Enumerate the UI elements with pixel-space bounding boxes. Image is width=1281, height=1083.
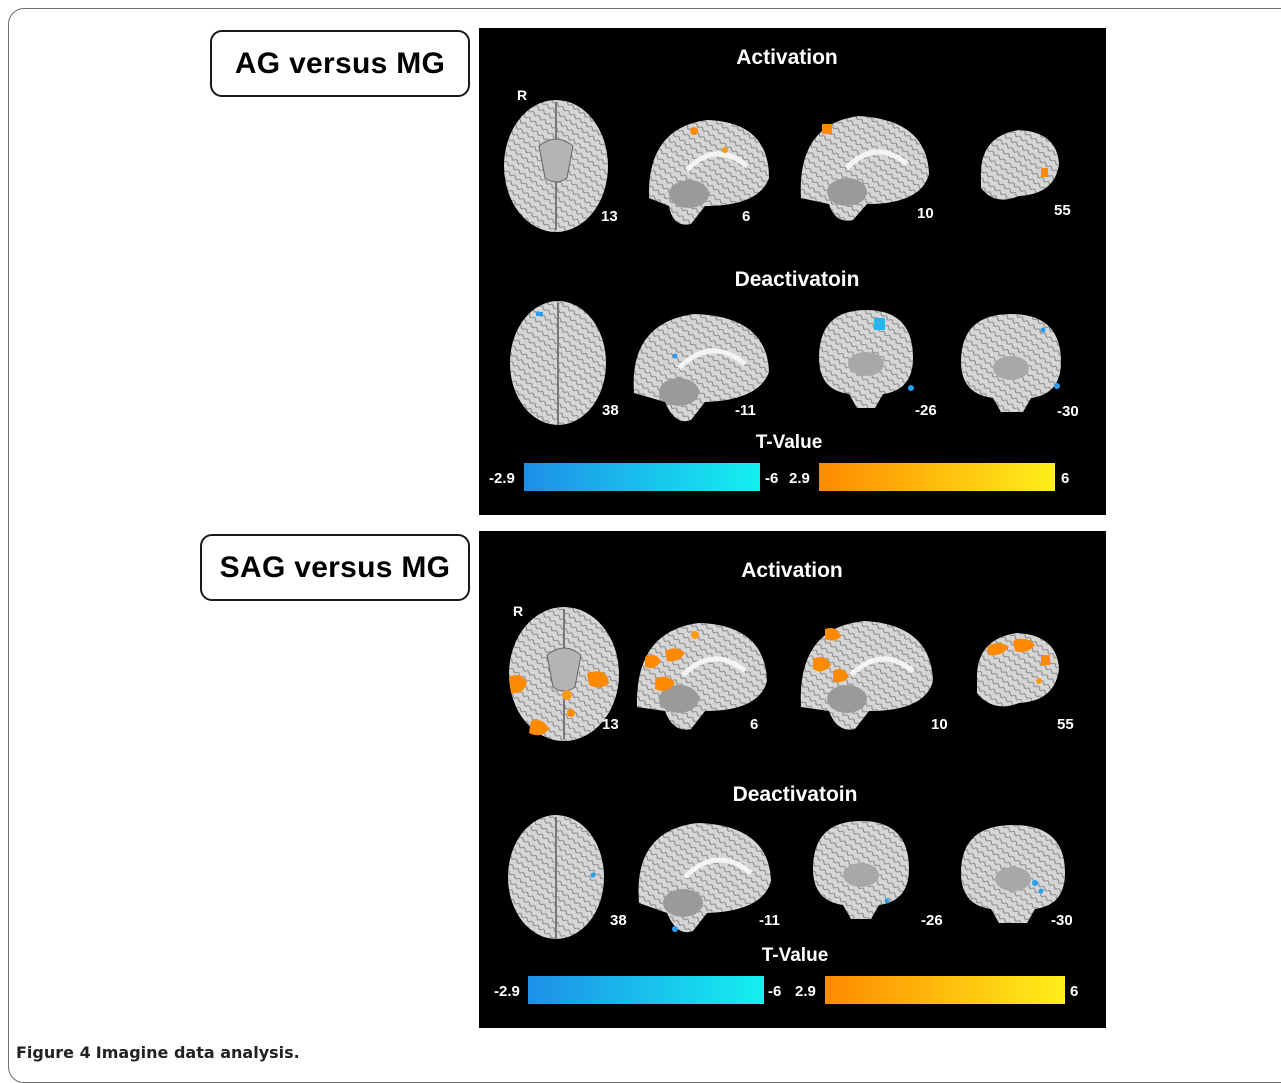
- brain-panel-sag-vs-mg: Activation R 13 6: [479, 531, 1106, 1028]
- activation-cluster: [833, 669, 849, 683]
- activation-cluster: [665, 648, 685, 662]
- slice-number: -30: [1057, 403, 1079, 420]
- activation-cluster: [567, 709, 575, 717]
- negative-max-label: -6: [768, 983, 781, 1000]
- axial-slice: [510, 301, 606, 425]
- activation-cluster: [987, 643, 1009, 656]
- colorbar-title: T-Value: [756, 432, 823, 453]
- sagittal-slice: [980, 130, 1059, 200]
- panel-svg: Activation R 13 6 10 55: [489, 46, 1079, 491]
- deactivation-cluster: [908, 385, 914, 391]
- axial-slice: [508, 815, 604, 939]
- activation-cluster: [722, 147, 728, 153]
- deactivation-cluster: [884, 898, 890, 904]
- deactivation-cluster: [590, 872, 596, 878]
- deactivation-cluster: [1040, 327, 1046, 333]
- deactivation-cluster: [536, 312, 543, 316]
- deactivation-cluster: [1054, 383, 1060, 389]
- slice-number: 55: [1054, 202, 1071, 219]
- activation-title: Activation: [736, 46, 838, 69]
- slice-number: 38: [602, 402, 619, 419]
- sagittal-slice: [800, 621, 933, 730]
- activation-cluster: [813, 657, 831, 672]
- coronal-slice: [961, 825, 1065, 923]
- slice-number: 55: [1057, 716, 1074, 733]
- negative-min-label: -2.9: [489, 470, 515, 487]
- slice-number: 38: [610, 912, 627, 929]
- group-label-sag-vs-mg: SAG versus MG: [200, 534, 470, 601]
- colorbar-title: T-Value: [762, 945, 829, 966]
- deactivation-cluster: [1032, 880, 1038, 886]
- axial-slice: [509, 607, 619, 741]
- activation-cluster: [509, 675, 527, 694]
- activation-cluster: [562, 690, 572, 700]
- slice-number: 10: [931, 716, 948, 733]
- deactivation-title: Deactivatoin: [735, 268, 860, 291]
- positive-min-label: 2.9: [795, 983, 816, 1000]
- activation-title: Activation: [741, 559, 843, 582]
- coronal-slice: [961, 314, 1061, 412]
- negative-min-label: -2.9: [494, 983, 520, 1000]
- activation-cluster: [1036, 678, 1042, 684]
- sagittal-slice: [633, 314, 769, 422]
- brain-panel-ag-vs-mg: Activation R 13 6 10 55: [479, 28, 1106, 515]
- slice-number: -11: [759, 912, 780, 929]
- panel-svg: Activation R 13 6: [494, 559, 1078, 1004]
- activation-cluster: [645, 654, 661, 669]
- negative-colorbar: [528, 976, 764, 1004]
- activation-cluster: [1041, 168, 1048, 177]
- activation-cluster: [529, 720, 549, 736]
- activation-cluster: [1041, 655, 1050, 665]
- activation-cluster: [691, 631, 699, 639]
- slice-number: -26: [921, 912, 943, 929]
- negative-max-label: -6: [765, 470, 778, 487]
- activation-cluster: [1013, 638, 1035, 653]
- deactivation-cluster: [672, 353, 678, 359]
- slice-number: 10: [917, 205, 934, 222]
- deactivation-cluster: [1038, 888, 1044, 894]
- slice-number: 13: [602, 716, 619, 733]
- positive-max-label: 6: [1070, 983, 1078, 1000]
- axial-slice: [504, 100, 608, 232]
- orientation-label: R: [517, 87, 527, 103]
- figure-number: Figure 4: [16, 1043, 91, 1062]
- sagittal-slice: [800, 116, 929, 221]
- group-label-ag-vs-mg: AG versus MG: [210, 30, 470, 97]
- coronal-slice: [819, 310, 914, 408]
- positive-min-label: 2.9: [789, 470, 810, 487]
- figure-caption: Figure 4 Imagine data analysis.: [16, 1043, 300, 1062]
- deactivation-title: Deactivatoin: [733, 783, 858, 806]
- positive-colorbar: [825, 976, 1065, 1004]
- positive-max-label: 6: [1061, 470, 1069, 487]
- activation-cluster: [825, 628, 841, 641]
- slice-number: 6: [750, 716, 758, 733]
- activation-cluster: [587, 671, 609, 688]
- deactivation-cluster: [672, 926, 678, 932]
- deactivation-cluster: [874, 318, 885, 330]
- slice-number: -11: [735, 402, 756, 419]
- activation-cluster: [690, 127, 698, 135]
- negative-colorbar: [524, 463, 760, 491]
- slice-number: -26: [915, 402, 937, 419]
- sagittal-slice: [638, 823, 771, 933]
- sagittal-slice: [648, 120, 769, 225]
- sagittal-slice: [636, 623, 767, 730]
- sagittal-slice: [976, 633, 1059, 707]
- figure-title: Imagine data analysis.: [95, 1043, 300, 1062]
- activation-cluster: [655, 676, 675, 691]
- orientation-label: R: [513, 603, 523, 619]
- positive-colorbar: [819, 463, 1055, 491]
- coronal-slice: [813, 821, 909, 919]
- slice-number: 6: [742, 208, 750, 225]
- activation-cluster: [822, 124, 832, 134]
- slice-number: 13: [601, 208, 618, 225]
- slice-number: -30: [1051, 912, 1073, 929]
